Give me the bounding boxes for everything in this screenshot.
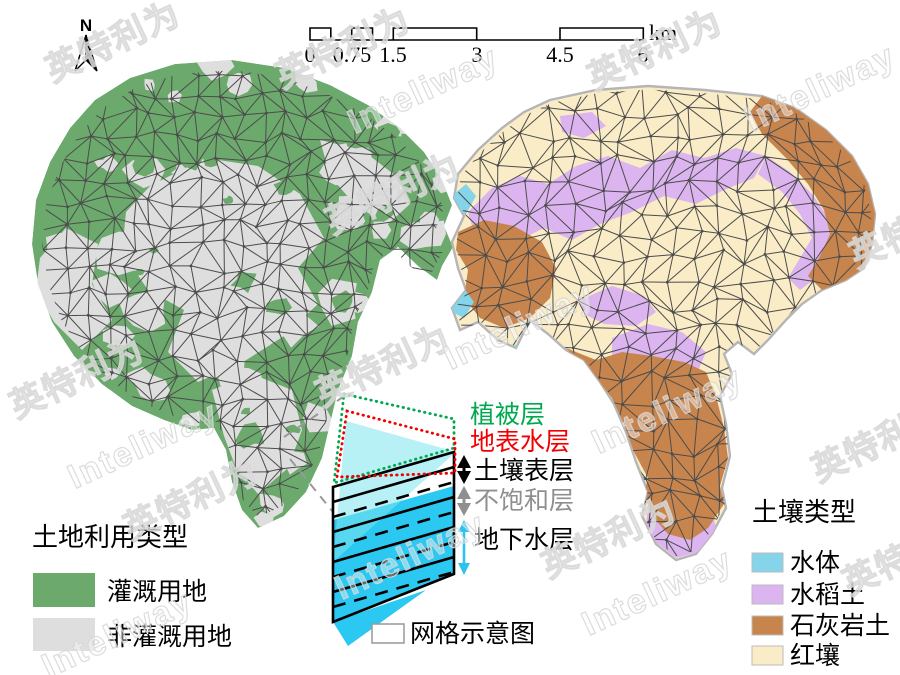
soil-surface-layer-label: 土壤表层 xyxy=(474,457,574,485)
scale-tick: 0 xyxy=(305,42,316,67)
vegetation-layer-label: 植被层 xyxy=(470,401,545,429)
non-irrigated-label: 非灌溉用地 xyxy=(107,623,232,651)
irrigated-label: 灌溉用地 xyxy=(107,578,207,606)
non-irrigated-swatch xyxy=(33,618,95,651)
water-swatch xyxy=(751,552,784,573)
watermark-text: 英特利为 xyxy=(582,2,729,97)
scale-tick: 3 xyxy=(472,42,483,67)
red-soil-label: 红壤 xyxy=(790,642,840,670)
scale-bar-outline xyxy=(309,27,645,41)
red-soil-swatch xyxy=(751,645,784,666)
landuse-legend: 土地利用类型 灌溉用地 非灌溉用地 xyxy=(32,522,232,651)
scale-tick: 1.5 xyxy=(379,42,407,67)
paddy-soil-label: 水稻土 xyxy=(790,581,865,609)
surface-water-plane-outline xyxy=(335,409,457,479)
surface-water-layer-label: 地表水层 xyxy=(470,428,570,456)
watermark-text: 英特利为 xyxy=(806,394,900,489)
soil-legend-title: 土壤类型 xyxy=(752,497,856,527)
scale-tick: 0.75 xyxy=(333,42,372,67)
water-label: 水体 xyxy=(790,549,840,577)
grid-legend-swatch xyxy=(371,623,405,644)
groundwater-layer-label: 地下水层 xyxy=(474,526,574,554)
scale-tick: 4.5 xyxy=(546,42,574,67)
paddy-soil-swatch xyxy=(751,584,784,605)
soil-column-outline xyxy=(331,450,456,624)
layer-schematic: 植被层 地表水层 土壤表层 不饱和层 地下水层 网格示意图 xyxy=(331,392,574,648)
north-arrow-right-half xyxy=(85,34,98,72)
limestone-soil-swatch xyxy=(751,615,784,636)
soil-legend: 土壤类型 水体 水稻土 石灰岩土 红壤 xyxy=(751,497,890,670)
unsaturated-arrow xyxy=(457,486,471,516)
landuse-legend-title: 土地利用类型 xyxy=(32,522,188,552)
scale-bar: 0 0.75 1.5 3 4.5 6 km xyxy=(305,20,678,67)
groundwater-arrow xyxy=(458,520,470,575)
zoom-connector-line xyxy=(289,458,334,513)
unsaturated-layer-label: 不饱和层 xyxy=(474,487,574,515)
landuse-map xyxy=(32,60,453,528)
groundwater-spill xyxy=(333,590,426,646)
irrigated-swatch xyxy=(33,573,95,607)
north-label: N xyxy=(80,16,92,35)
scale-unit: km xyxy=(649,20,677,45)
soil-surface-arrow xyxy=(457,455,471,484)
scale-tick: 6 xyxy=(638,42,649,67)
soil-map xyxy=(450,84,877,562)
north-arrow: N xyxy=(74,16,98,72)
grid-legend-label: 网格示意图 xyxy=(410,620,535,648)
limestone-soil-label: 石灰岩土 xyxy=(790,612,890,640)
zoom-connector-line xyxy=(283,396,344,438)
